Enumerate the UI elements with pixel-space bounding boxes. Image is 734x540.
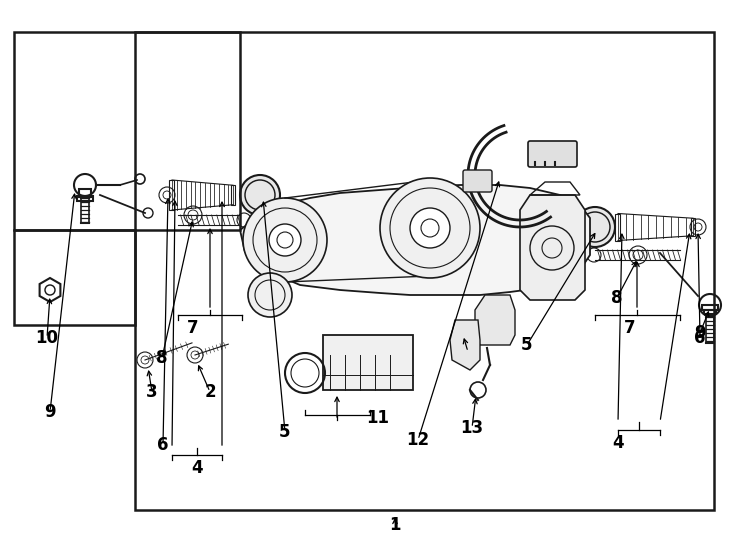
- Bar: [14, 230, 135, 325]
- Text: 7: 7: [624, 319, 636, 337]
- Circle shape: [269, 224, 301, 256]
- Polygon shape: [450, 320, 480, 370]
- FancyBboxPatch shape: [463, 170, 492, 192]
- Text: 12: 12: [407, 431, 429, 449]
- Bar: [77, 196, 93, 201]
- Text: 1: 1: [389, 516, 401, 534]
- Text: 5: 5: [279, 423, 291, 441]
- Circle shape: [240, 175, 280, 215]
- Bar: [169, 180, 174, 210]
- Bar: [323, 335, 413, 390]
- Bar: [231, 185, 235, 205]
- Circle shape: [243, 198, 327, 282]
- Circle shape: [410, 208, 450, 248]
- Polygon shape: [520, 195, 585, 300]
- Bar: [691, 218, 695, 236]
- Circle shape: [575, 207, 615, 247]
- Text: 3: 3: [146, 383, 158, 401]
- Bar: [704, 310, 716, 314]
- Bar: [14, 32, 240, 230]
- Text: 4: 4: [191, 459, 203, 477]
- Text: 6: 6: [694, 329, 706, 347]
- Text: 14: 14: [457, 343, 479, 361]
- Text: 8: 8: [156, 349, 168, 367]
- FancyBboxPatch shape: [528, 141, 577, 167]
- Circle shape: [248, 273, 292, 317]
- Polygon shape: [240, 185, 590, 295]
- Text: 8: 8: [611, 289, 622, 307]
- Text: 10: 10: [35, 329, 59, 347]
- Text: 13: 13: [460, 419, 484, 437]
- Text: 5: 5: [521, 336, 533, 354]
- Text: 7: 7: [187, 319, 199, 337]
- Text: 4: 4: [612, 434, 624, 452]
- Polygon shape: [475, 295, 515, 345]
- Text: 9: 9: [694, 324, 706, 342]
- Text: 6: 6: [157, 436, 169, 454]
- Bar: [79, 189, 91, 197]
- Bar: [135, 32, 714, 510]
- Circle shape: [380, 178, 480, 278]
- Text: 2: 2: [204, 383, 216, 401]
- Bar: [702, 305, 718, 310]
- Text: 11: 11: [366, 409, 390, 427]
- Bar: [615, 213, 620, 240]
- Text: 9: 9: [44, 403, 56, 421]
